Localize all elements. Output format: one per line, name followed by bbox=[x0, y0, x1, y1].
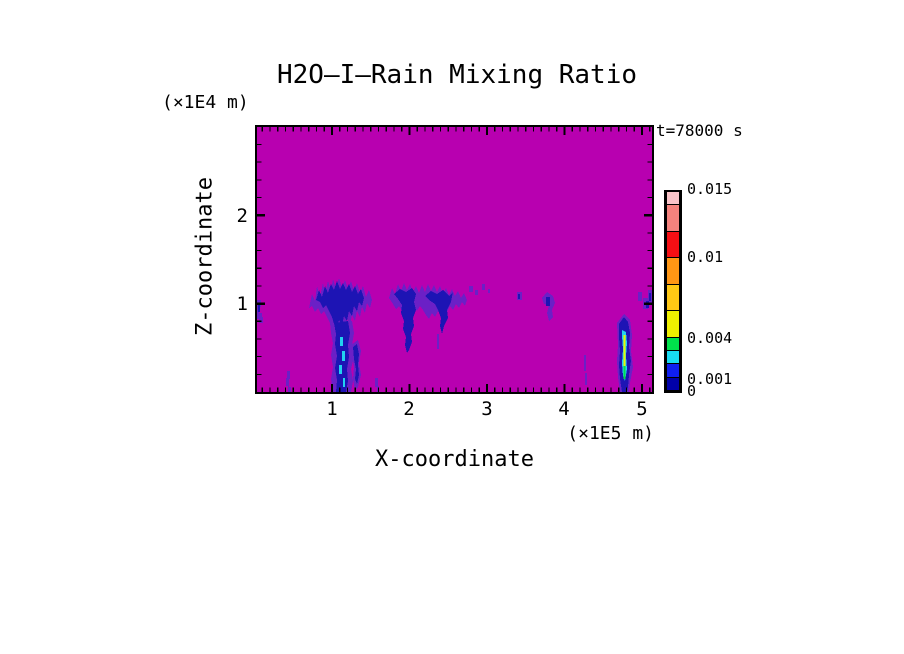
colorbar-label: 0.015 bbox=[687, 180, 733, 198]
colorbar-label: 0.01 bbox=[687, 248, 724, 266]
axis-ticks bbox=[257, 127, 652, 392]
x-axis-units-label: (×1E5 m) bbox=[567, 423, 654, 444]
z-axis-tick-label: 2 bbox=[236, 205, 248, 227]
colorbar-segment bbox=[666, 230, 680, 259]
z-axis-units-label: (×1E4 m) bbox=[162, 92, 249, 113]
colorbar-segment bbox=[666, 257, 680, 285]
plot-frame bbox=[255, 125, 654, 394]
colorbar-segment bbox=[666, 191, 680, 206]
rain-shaft-core bbox=[623, 335, 626, 379]
colorbar-segment bbox=[666, 350, 680, 365]
shaft-yellow-core bbox=[623, 335, 626, 368]
colorbar-segment bbox=[666, 283, 680, 312]
field-background bbox=[257, 127, 652, 392]
colorbar-segment bbox=[666, 376, 680, 391]
shaft-green-core bbox=[623, 366, 626, 379]
time-annotation: t=78000 s bbox=[656, 121, 743, 140]
x-axis-tick-label: 3 bbox=[481, 398, 493, 420]
x-axis-tick-label: 1 bbox=[326, 398, 338, 420]
heatmap-plot bbox=[257, 127, 652, 392]
x-axis-tick-label: 5 bbox=[636, 398, 648, 420]
z-axis-tick-label: 1 bbox=[236, 293, 248, 315]
chart-title: H2O–I–Rain Mixing Ratio bbox=[276, 60, 638, 90]
colorbar-label: 0 bbox=[687, 382, 697, 400]
colorbar-segment bbox=[666, 204, 680, 232]
colorbar-segment bbox=[666, 310, 680, 338]
z-axis-title: Z-coordinate bbox=[192, 177, 218, 336]
x-axis-tick-label: 4 bbox=[558, 398, 570, 420]
colorbar-segment bbox=[666, 363, 680, 378]
x-axis-title: X-coordinate bbox=[375, 447, 534, 472]
colorbar-label: 0.004 bbox=[687, 329, 733, 347]
colorbar bbox=[664, 190, 682, 393]
colorbar-segment bbox=[666, 336, 680, 352]
colorbar-label: 0.001 bbox=[687, 370, 733, 388]
x-axis-tick-label: 2 bbox=[403, 398, 415, 420]
